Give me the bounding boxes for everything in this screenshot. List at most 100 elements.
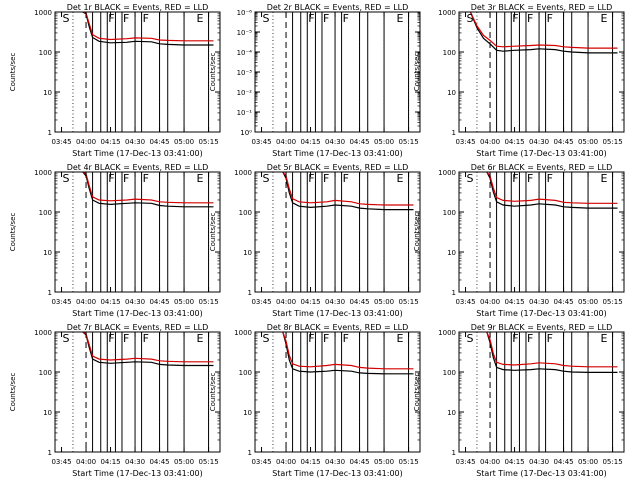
x-axis-label: Start Time (17-Dec-13 03:41:00): [476, 149, 607, 158]
x-tick-label: 04:30: [529, 298, 549, 306]
x-tick-label: 03:45: [251, 138, 271, 146]
x-axis-label: Start Time (17-Dec-13 03:41:00): [272, 469, 403, 478]
x-tick-label: 05:00: [374, 458, 394, 466]
x-tick-label: 05:00: [374, 138, 394, 146]
event-marker-e: E: [396, 12, 403, 25]
event-marker-e: E: [600, 332, 607, 345]
y-tick-label: 10⁻¹: [237, 109, 253, 117]
plot-frame: [254, 331, 421, 453]
event-marker-f: F: [527, 12, 533, 25]
x-tick-label: 04:45: [149, 298, 169, 306]
lld-series-line: [486, 331, 618, 368]
y-tick-label: 1: [452, 129, 456, 137]
x-tick-label: 05:00: [578, 298, 598, 306]
lld-series-line: [282, 331, 414, 370]
y-axis-label: Counts/sec: [209, 213, 217, 252]
x-tick-label: 03:45: [455, 298, 475, 306]
x-tick-label: 04:30: [125, 138, 145, 146]
x-tick-label: 04:30: [125, 458, 145, 466]
event-marker-f: F: [547, 172, 553, 185]
y-tick-label: 10: [447, 89, 456, 97]
plot-frame: [54, 171, 221, 293]
x-tick-label: 04:00: [76, 458, 96, 466]
chart-title: Det 6r BLACK = Events, RED = LLD: [471, 163, 613, 172]
event-marker-f: F: [323, 172, 329, 185]
y-axis-label: Counts/sec: [9, 373, 17, 412]
y-tick-label: 1: [248, 449, 252, 457]
x-tick-label: 04:00: [480, 458, 500, 466]
events-series-line: [282, 171, 414, 211]
x-tick-label: 05:00: [578, 458, 598, 466]
event-marker-f: F: [547, 12, 553, 25]
x-tick-label: 05:00: [174, 298, 194, 306]
event-marker-f: F: [108, 12, 114, 25]
event-marker-s: S: [467, 332, 474, 345]
x-tick-label: 04:30: [325, 458, 345, 466]
y-axis-label: Counts/sec: [209, 53, 217, 92]
chart-panel: Det 8r BLACK = Events, RED = LLD Counts/s…: [209, 323, 421, 478]
y-tick-label: 100: [39, 209, 52, 217]
chart-panel: Det 3r BLACK = Events, RED = LLD Counts/s…: [413, 3, 625, 158]
x-axis-label: Start Time (17-Dec-13 03:41:00): [72, 149, 203, 158]
x-tick-label: 04:45: [349, 298, 369, 306]
events-series-line: [82, 331, 214, 367]
x-tick-label: 03:45: [51, 458, 71, 466]
lld-series-line: [486, 171, 618, 204]
x-tick-label: 04:15: [300, 298, 320, 306]
x-axis-label: Start Time (17-Dec-13 03:41:00): [72, 309, 203, 318]
y-tick-label: 100: [239, 369, 252, 377]
event-marker-f: F: [143, 332, 149, 345]
x-tick-label: 05:00: [578, 138, 598, 146]
y-tick-label: 10⁻³: [237, 69, 253, 77]
x-tick-label: 04:15: [504, 138, 524, 146]
x-tick-label: 04:30: [325, 138, 345, 146]
chart-panel: Det 7r BLACK = Events, RED = LLD Counts/s…: [9, 323, 221, 478]
x-tick-label: 04:15: [504, 298, 524, 306]
event-marker-f: F: [308, 12, 314, 25]
y-tick-label: 100: [443, 49, 456, 57]
x-tick-label: 05:15: [398, 458, 418, 466]
plot-frame: [54, 11, 221, 133]
x-tick-label: 05:15: [398, 298, 418, 306]
x-tick-label: 05:15: [198, 458, 218, 466]
events-series-line: [282, 331, 414, 375]
y-axis-label: Counts/sec: [9, 53, 17, 92]
event-marker-e: E: [600, 12, 607, 25]
chart-panel: Det 2r BLACK = Events, RED = LLD Counts/s…: [209, 3, 421, 158]
x-tick-label: 04:45: [553, 298, 573, 306]
event-marker-f: F: [323, 332, 329, 345]
event-marker-f: F: [123, 172, 129, 185]
y-axis-label: Counts/sec: [413, 373, 421, 412]
events-series-line: [82, 11, 214, 46]
y-tick-label: 10: [243, 249, 252, 257]
y-tick-label: 1000: [438, 9, 456, 17]
events-series-line: [486, 171, 618, 209]
chart-title: Det 7r BLACK = Events, RED = LLD: [67, 323, 209, 332]
y-tick-label: 1: [248, 289, 252, 297]
event-marker-f: F: [343, 332, 349, 345]
y-tick-label: 100: [39, 369, 52, 377]
event-marker-s: S: [63, 12, 70, 25]
lld-series-line: [469, 11, 618, 49]
y-tick-label: 1000: [34, 169, 52, 177]
x-tick-label: 04:15: [300, 458, 320, 466]
x-tick-label: 03:45: [251, 298, 271, 306]
y-axis-label: Counts/sec: [209, 373, 217, 412]
x-tick-label: 05:00: [174, 458, 194, 466]
y-tick-label: 1000: [234, 169, 252, 177]
event-marker-e: E: [396, 332, 403, 345]
event-marker-f: F: [547, 332, 553, 345]
x-tick-label: 04:00: [276, 298, 296, 306]
x-tick-label: 04:00: [480, 138, 500, 146]
event-marker-f: F: [512, 12, 518, 25]
event-marker-s: S: [63, 332, 70, 345]
chart-panel: Det 6r BLACK = Events, RED = LLD Counts/s…: [413, 163, 625, 318]
x-tick-label: 04:00: [76, 298, 96, 306]
x-tick-label: 05:00: [374, 298, 394, 306]
event-marker-f: F: [512, 172, 518, 185]
y-tick-label: 1: [48, 129, 52, 137]
x-tick-label: 03:45: [455, 458, 475, 466]
x-tick-label: 04:00: [276, 138, 296, 146]
